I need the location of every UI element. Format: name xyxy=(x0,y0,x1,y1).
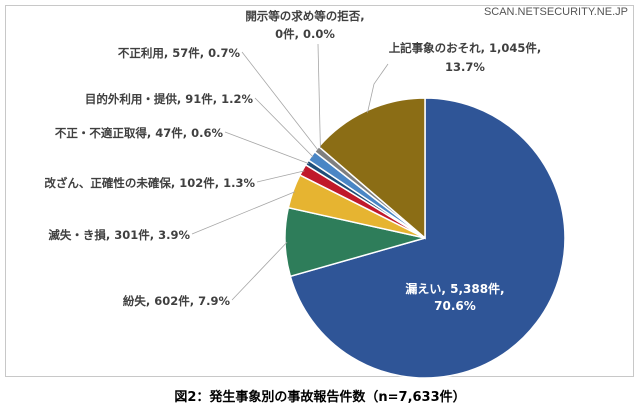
leader-line-improper xyxy=(224,131,309,164)
pie-chart: 漏えい, 5,388件, 70.6% 紛失, 602件, 7.9% 滅失・き損,… xyxy=(44,9,566,379)
slice-label-purpose: 目的外利用・提供, 91件, 1.2% xyxy=(85,92,254,106)
leader-line-tamper xyxy=(256,170,305,183)
slice-label-improper: 不正・不適正取得, 47件, 0.6% xyxy=(55,126,224,140)
slice-label-misuse: 不正利用, 57件, 0.7% xyxy=(118,46,241,60)
slice-label2-refusal: 0件, 0.0% xyxy=(275,27,335,41)
leader-line-purpose xyxy=(254,97,314,158)
leader-line-lost xyxy=(231,241,288,301)
pie-slice-concern xyxy=(317,97,426,240)
leader-line-concern xyxy=(367,63,389,113)
figure-caption: 図2：発生事象別の事故報告件数（n=7,633件） xyxy=(174,390,466,405)
leader-line-damage xyxy=(191,191,296,235)
leader-line-misuse xyxy=(241,51,319,151)
slice-label-damage: 滅失・き損, 301件, 3.9% xyxy=(48,228,190,242)
leader-line-refusal xyxy=(317,43,321,149)
pie-slice-leak xyxy=(289,97,566,379)
slice-label2-concern: 13.7% xyxy=(445,60,485,74)
slice-label-concern: 上記事象のおそれ, 1,045件, xyxy=(389,41,542,55)
slice-label-refusal: 開示等の求め等の拒否, xyxy=(245,9,364,23)
slice-label-tamper: 改ざん、正確性の未確保, 102件, 1.3% xyxy=(44,176,255,190)
slice-pct-leak: 70.6% xyxy=(434,299,476,313)
leader-lines xyxy=(191,43,389,301)
slice-label-leak: 漏えい, 5,388件, xyxy=(405,281,504,296)
slice-label-lost: 紛失, 602件, 7.9% xyxy=(123,294,231,308)
pie-slices xyxy=(284,97,566,379)
watermark: SCAN.NETSECURITY.NE.JP xyxy=(483,6,628,18)
